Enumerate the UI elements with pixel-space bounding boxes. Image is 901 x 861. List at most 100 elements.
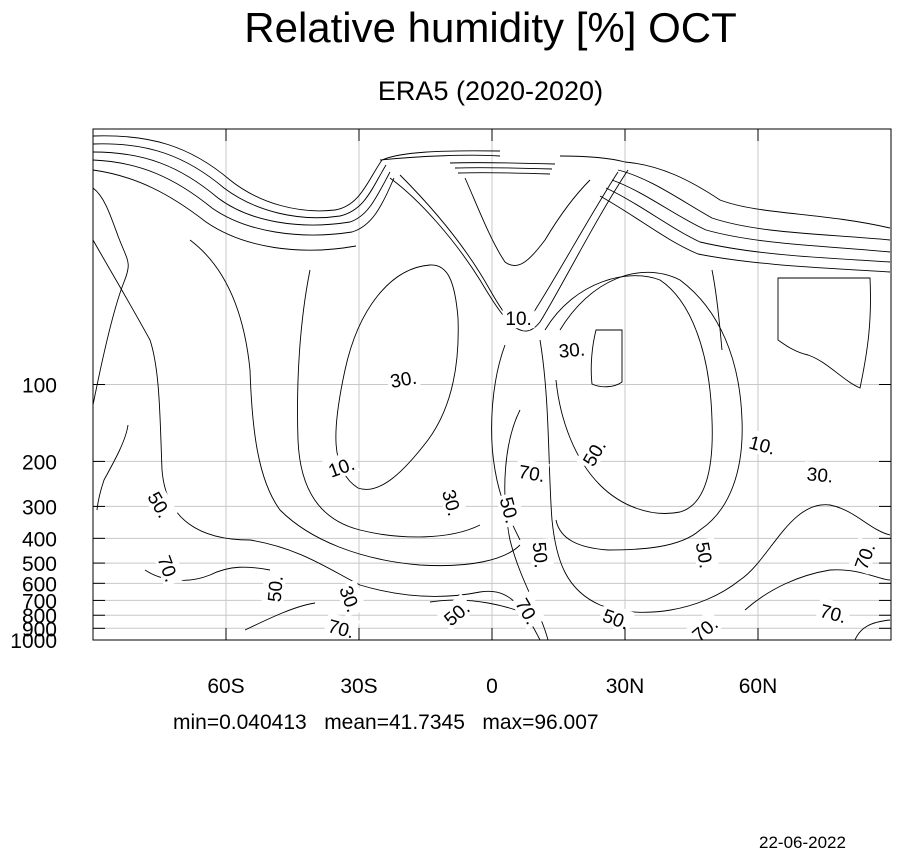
contour-label-bg xyxy=(575,432,611,472)
contour-label-bg xyxy=(597,601,636,634)
grid-lines xyxy=(93,129,891,640)
contour-label-bg xyxy=(554,336,589,361)
contour-line xyxy=(464,177,591,267)
contour-line xyxy=(379,154,626,163)
contour-label: 50. xyxy=(143,484,178,524)
y-tick-label: 400 xyxy=(22,528,57,551)
contour-line xyxy=(744,569,891,611)
y-tick-label: 300 xyxy=(22,496,57,519)
contour-label: 50. xyxy=(261,571,288,606)
contour-line xyxy=(96,424,129,511)
contour-label: 70. xyxy=(815,597,852,628)
contour-label: 70. xyxy=(847,537,880,575)
contour-label: 10. xyxy=(322,450,360,483)
y-tick-label: 800 xyxy=(22,605,57,628)
contour-line xyxy=(854,619,891,641)
contour-line xyxy=(555,271,743,551)
contour-label-bg xyxy=(436,593,476,632)
y-tick-label: 200 xyxy=(22,451,57,474)
contour-label-bg xyxy=(514,458,550,486)
contour-label-bg xyxy=(502,306,535,329)
contour-label-bg xyxy=(803,461,838,486)
contour-line xyxy=(544,275,713,514)
contour-label: 70. xyxy=(510,591,546,630)
y-tick-label: 600 xyxy=(22,573,57,596)
contour-line xyxy=(599,195,891,273)
contour-label-text: 50. xyxy=(691,540,716,570)
contour-line xyxy=(454,167,553,170)
contour-label: 70. xyxy=(514,458,550,487)
contour-label-bg xyxy=(335,579,367,618)
contour-label: 30. xyxy=(803,461,838,488)
contour-line xyxy=(777,277,871,389)
x-tick-label: 60N xyxy=(739,675,778,698)
contour-label-text: 50. xyxy=(528,541,551,569)
contour-line xyxy=(624,161,891,229)
contour-label-bg xyxy=(692,537,720,573)
contour-label-bg xyxy=(323,612,360,643)
contour-label-text: 30. xyxy=(558,339,586,362)
contour-line xyxy=(539,339,891,613)
contour-label: 50. xyxy=(528,538,555,572)
contour-label-text: 70. xyxy=(517,462,547,487)
contour-line xyxy=(399,171,619,327)
contour-label-bg xyxy=(684,609,724,647)
contour-line xyxy=(92,239,541,641)
contour-label: 50. xyxy=(495,491,526,529)
contour-label-text: 10. xyxy=(505,309,531,330)
contour-line xyxy=(92,159,395,236)
y-tick-label: 100 xyxy=(22,375,57,398)
contour-label-bg xyxy=(510,591,546,630)
contour-label-bg xyxy=(744,428,781,459)
contour-label: 50. xyxy=(436,593,476,632)
contour-line xyxy=(611,179,891,253)
contour-label-bg xyxy=(495,491,526,529)
contour-label: 10. xyxy=(502,306,535,330)
contour-label: 70. xyxy=(153,549,186,587)
contour-label-text: 30. xyxy=(806,464,834,487)
contour-label-bg xyxy=(322,450,360,482)
contour-label: 50. xyxy=(691,537,720,573)
contour-label-bg xyxy=(815,597,852,627)
contour-line xyxy=(449,162,556,165)
contour-label-text: 30. xyxy=(389,368,419,393)
x-tick-label: 30S xyxy=(340,675,377,698)
contour-line xyxy=(711,269,723,351)
contour-label-bg xyxy=(847,537,880,575)
contour-label: 30. xyxy=(437,484,468,521)
chart-subtitle: ERA5 (2020-2020) xyxy=(377,76,604,106)
y-tick-label: 900 xyxy=(22,618,57,641)
contour-label: 30. xyxy=(334,579,367,618)
contour-line xyxy=(457,172,551,175)
contour-label: 70. xyxy=(323,612,360,643)
contour-label-bg xyxy=(153,549,186,587)
y-tick-label: 700 xyxy=(22,590,57,613)
contour-label-bg xyxy=(385,364,421,392)
chart-title: Relative humidity [%] OCT xyxy=(244,4,737,51)
contour-line xyxy=(92,135,501,212)
contour-label-text: 50. xyxy=(441,598,475,631)
contour-label-bg xyxy=(261,571,287,606)
contour-line xyxy=(92,151,391,226)
contour-line xyxy=(389,169,629,332)
contour-line xyxy=(189,239,521,567)
contour-line xyxy=(605,187,891,263)
contour-line xyxy=(590,329,623,388)
contour-line xyxy=(92,169,357,251)
contour-line xyxy=(92,187,129,406)
contour-label: 30. xyxy=(554,336,589,363)
contour-label: 30. xyxy=(385,364,421,393)
stats-line: min=0.040413 mean=41.7345 max=96.007 xyxy=(173,711,599,734)
contour-line xyxy=(617,169,891,241)
contour-label: 50. xyxy=(597,601,636,634)
y-tick-label: 500 xyxy=(22,553,57,576)
date-stamp: 22-06-2022 xyxy=(759,833,846,852)
contour-label-text: 70. xyxy=(689,614,723,647)
contour-line xyxy=(335,264,459,490)
x-axis-ticks: 60S 30S 0 30N 60N xyxy=(207,129,777,698)
contour-line xyxy=(92,143,387,219)
contour-line xyxy=(297,269,481,538)
contour-label-text: 50. xyxy=(265,575,288,603)
